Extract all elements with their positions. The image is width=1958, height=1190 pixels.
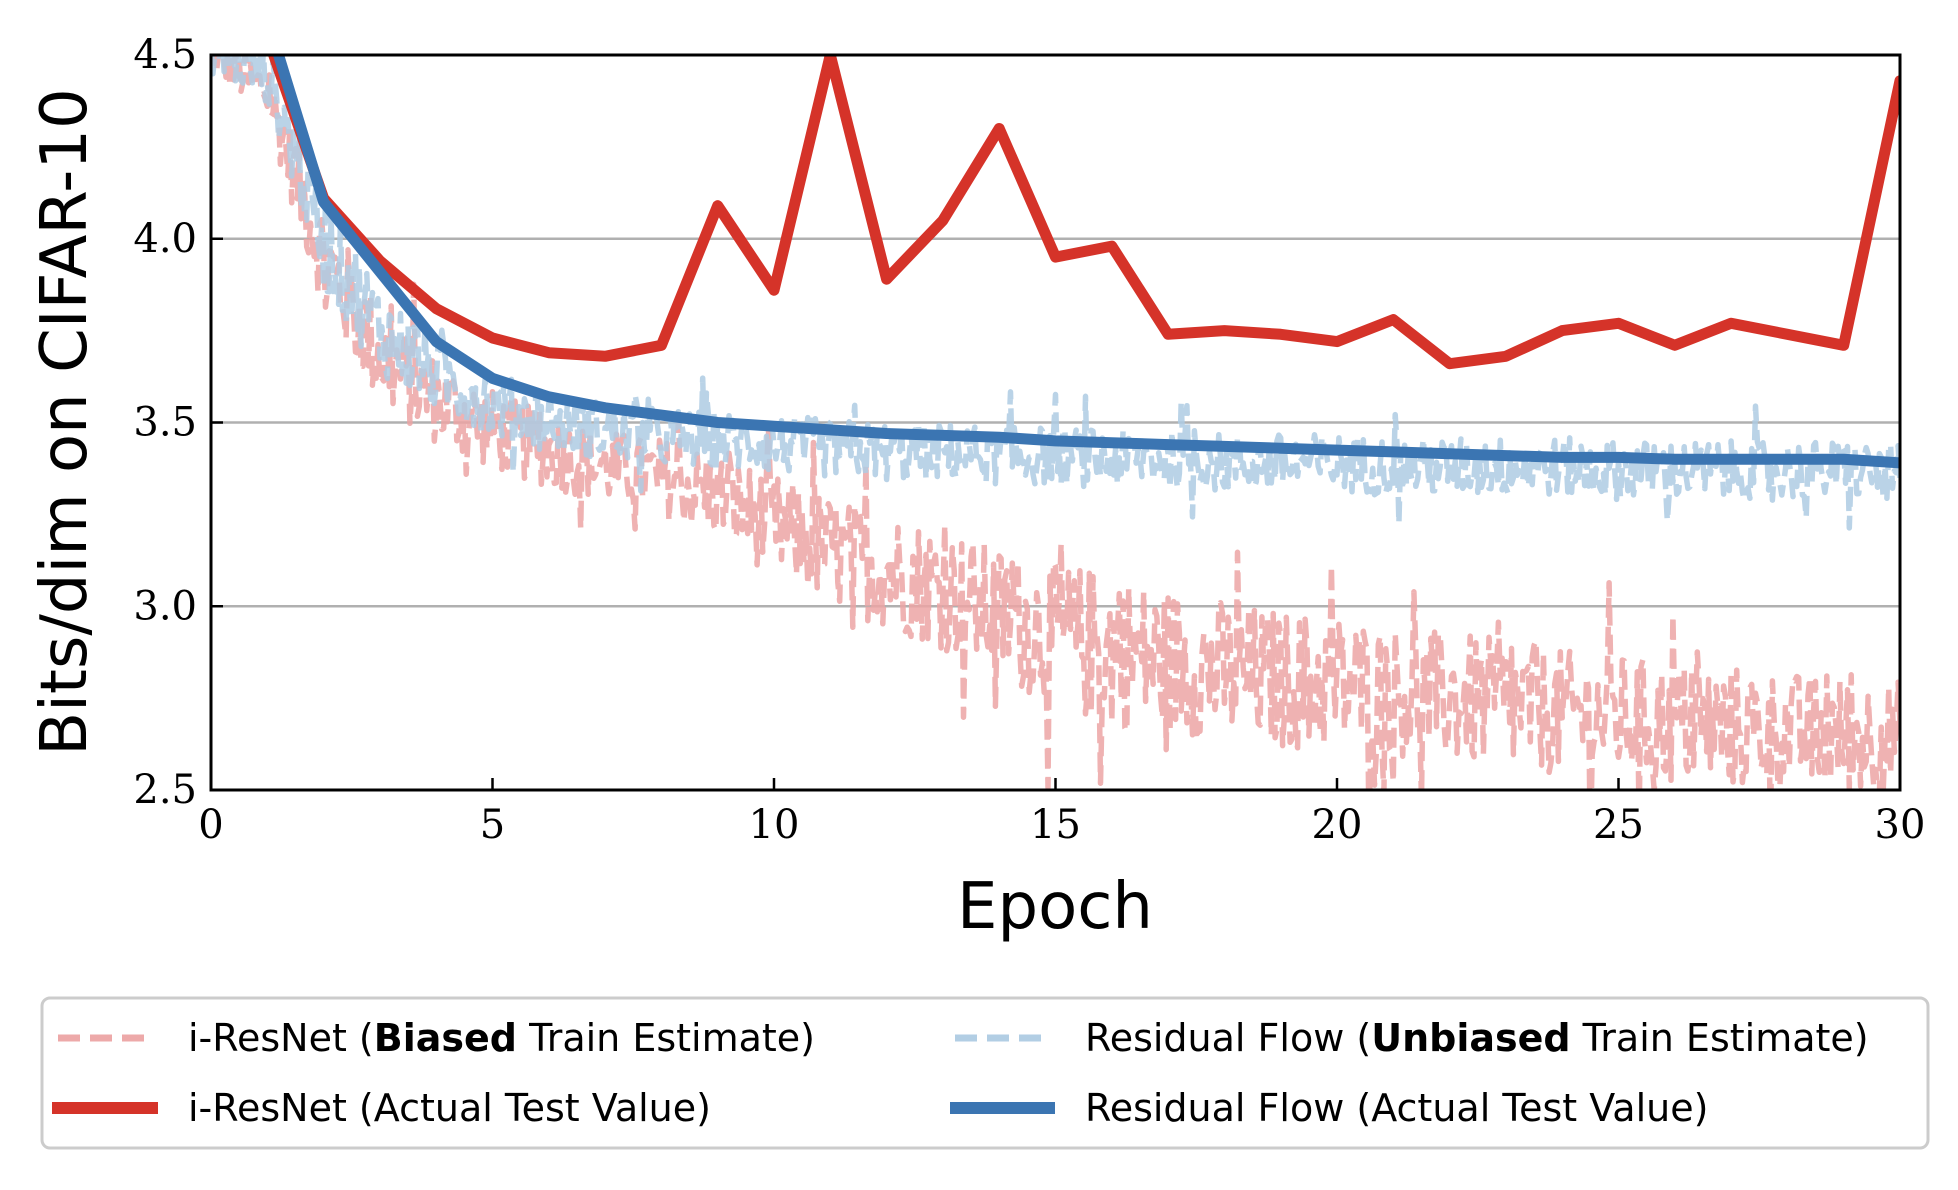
test-value-line-resflow_test: [272, 55, 1900, 469]
y-tick-label: 3.5: [133, 400, 197, 446]
x-tick-label: 15: [1030, 802, 1081, 848]
legend: i-ResNet (Biased Train Estimate) i-ResNe…: [40, 996, 1930, 1150]
x-axis-title: Epoch: [957, 870, 1153, 944]
x-tick-label: 0: [198, 802, 223, 848]
legend-label-bold: Biased: [374, 1016, 517, 1060]
legend-label-resflow-test: Residual Flow (Actual Test Value): [1085, 1086, 1708, 1130]
y-tick-label: 2.5: [133, 767, 197, 813]
x-tick-label: 10: [749, 802, 800, 848]
test-value-layer: [267, 55, 1900, 469]
legend-label-part: Train Estimate): [1571, 1016, 1869, 1060]
x-tick-label: 25: [1593, 802, 1644, 848]
legend-label-resflow-train: Residual Flow (Unbiased Train Estimate): [1085, 1016, 1869, 1060]
y-tick-label: 3.0: [133, 583, 197, 629]
legend-box: [40, 996, 1930, 1150]
test-value-line-iresnet_test: [267, 55, 1900, 370]
x-tick-label: 5: [480, 802, 505, 848]
legend-label-bold: Unbiased: [1371, 1016, 1570, 1060]
legend-label-iresnet-test: i-ResNet (Actual Test Value): [188, 1086, 711, 1130]
x-tick-label: 20: [1312, 802, 1363, 848]
legend-label-part: i-ResNet (: [188, 1016, 374, 1060]
y-axis-title: Bits/dim on CIFAR-10: [28, 88, 102, 756]
axis-ticks: 0 5 10 15 20 25 30 2.5 3.0 3.5 4.0 4.5: [133, 32, 1925, 848]
legend-label-iresnet-train: i-ResNet (Biased Train Estimate): [188, 1016, 815, 1060]
legend-label-part: Train Estimate): [517, 1016, 815, 1060]
y-tick-label: 4.0: [133, 216, 197, 262]
y-tick-label: 4.5: [133, 32, 197, 78]
x-tick-label: 30: [1875, 802, 1926, 848]
legend-label-part: Residual Flow (: [1085, 1016, 1371, 1060]
